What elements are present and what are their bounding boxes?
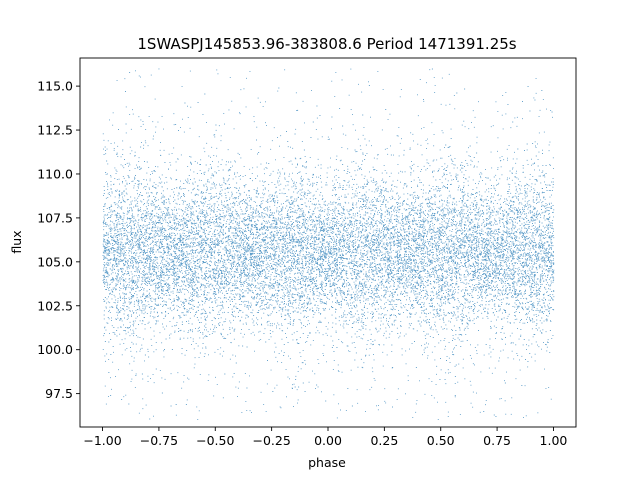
x-tick-label: 1.00 [540,433,568,448]
y-tick-label: 107.5 [37,210,73,225]
y-tick-label: 112.5 [37,123,73,138]
y-tick-label: 100.0 [37,342,73,357]
y-tick-label: 105.0 [37,254,73,269]
data-points [102,68,555,421]
y-tick-label: 110.0 [37,166,73,181]
y-axis: 97.5 100.0 102.5 105.0 107.5 110.0 112.5 115.0 [37,79,80,401]
x-axis: −1.00 −0.75 −0.50 −0.25 0.00 0.25 0.50 0.75 1.00 [83,427,567,448]
y-tick-label: 97.5 [45,386,73,401]
x-tick-label: −1.00 [83,433,121,448]
x-tick-label: 0.00 [314,433,342,448]
x-tick-label: 0.50 [427,433,455,448]
y-axis-title: flux [9,230,24,253]
y-tick-label: 115.0 [37,79,73,94]
x-tick-label: −0.50 [196,433,234,448]
x-tick-label: −0.25 [252,433,290,448]
x-tick-label: −0.75 [140,433,178,448]
x-tick-label: 0.25 [370,433,398,448]
scatter-points [102,68,555,421]
y-tick-label: 102.5 [37,298,73,313]
x-axis-title: phase [308,455,346,470]
chart-title: 1SWASPJ145853.96-383808.6 Period 1471391… [137,35,516,53]
x-tick-label: 0.75 [483,433,511,448]
